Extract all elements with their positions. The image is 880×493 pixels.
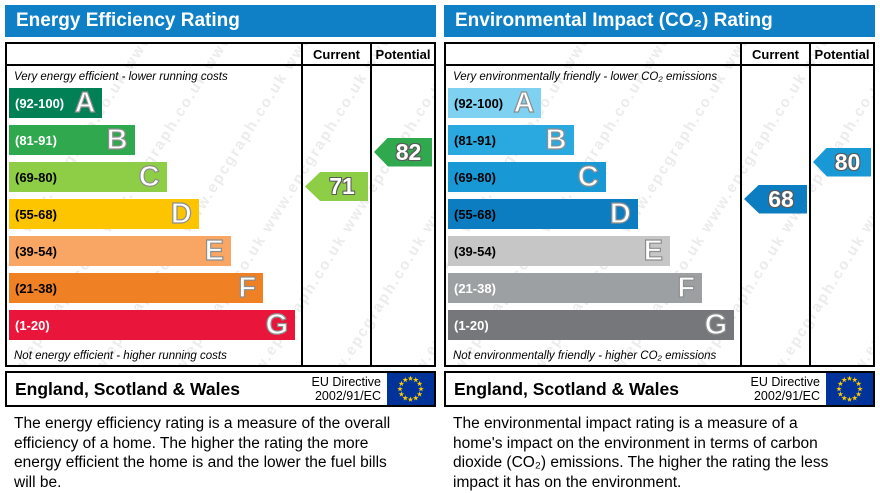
band-row-d: (55-68) D <box>9 197 301 230</box>
band-row-g: (1-20) G <box>448 308 740 341</box>
band-letter: C <box>577 160 599 193</box>
band-row-f: (21-38) F <box>448 271 740 304</box>
band-range-label: (69-80) <box>454 169 496 185</box>
band-bar: (55-68) D <box>448 197 638 230</box>
bottom-caption: Not energy efficient - higher running co… <box>14 350 227 362</box>
current-column: 68 <box>740 66 809 365</box>
band-range-label: (1-20) <box>454 317 489 333</box>
band-letter: E <box>643 234 664 267</box>
panel-description: The environmental impact rating is a mea… <box>453 415 829 491</box>
band-bar: (69-80) C <box>9 160 167 193</box>
band-row-f: (21-38) F <box>9 271 301 304</box>
band-row-c: (69-80) C <box>9 160 301 193</box>
region-footer: England, Scotland & Wales EU Directive 2… <box>444 371 875 407</box>
band-row-c: (69-80) C <box>448 160 740 193</box>
band-range-label: (69-80) <box>15 169 57 185</box>
band-letter: F <box>238 271 257 304</box>
band-letter: G <box>265 308 289 341</box>
panel-title: Energy Efficiency Rating <box>5 5 436 37</box>
band-letter: F <box>677 271 696 304</box>
potential-rating-arrow: 82 <box>374 137 432 167</box>
header-spacer <box>446 44 740 64</box>
potential-column-header: Potential <box>809 44 873 64</box>
band-range-label: (21-38) <box>15 280 57 296</box>
rating-table-header: Current Potential <box>446 44 873 66</box>
band-range-label: (55-68) <box>454 206 496 222</box>
band-letter: A <box>513 86 535 119</box>
energy-efficiency-panel: Energy Efficiency Rating www.epcgraph.co… <box>5 5 436 492</box>
band-bar: (92-100) A <box>9 86 103 119</box>
band-bar: (69-80) C <box>448 160 606 193</box>
current-rating-arrow: 71 <box>305 172 368 202</box>
potential-column-header: Potential <box>370 44 434 64</box>
band-rows: (92-100) A (81-91) B (69-80) C (55-68) D (39-54)… <box>448 86 740 341</box>
environmental-impact-panel: Environmental Impact (CO₂) Rating www.ep… <box>444 5 875 492</box>
band-range-label: (1-20) <box>15 317 50 333</box>
band-range-label: (21-38) <box>454 280 496 296</box>
current-column-header: Current <box>740 44 809 64</box>
band-letter: B <box>545 123 567 156</box>
rating-box: www.epcgraph.co.uk www.epcgraph.co.uk ww… <box>5 42 436 367</box>
band-letter: D <box>609 197 631 230</box>
band-bar: (21-38) F <box>9 271 264 304</box>
band-bar: (81-91) B <box>9 123 135 156</box>
region-label: England, Scotland & Wales <box>454 378 679 399</box>
panel-title: Environmental Impact (CO₂) Rating <box>444 5 875 37</box>
potential-rating-arrow: 80 <box>813 147 871 177</box>
eu-flag-icon <box>387 373 434 405</box>
band-row-d: (55-68) D <box>448 197 740 230</box>
band-letter: B <box>106 123 128 156</box>
rating-table-header: Current Potential <box>7 44 434 66</box>
band-letter: E <box>204 234 225 267</box>
eu-flag-icon <box>826 373 873 405</box>
band-letter: G <box>704 308 728 341</box>
eu-directive-label: EU Directive 2002/91/EC <box>750 375 820 403</box>
band-letter: A <box>74 86 96 119</box>
band-bar: (39-54) E <box>9 234 231 267</box>
band-letter: D <box>170 197 192 230</box>
band-range-label: (81-91) <box>15 132 57 148</box>
panel-description: The energy efficiency rating is a measur… <box>14 415 391 491</box>
band-bar: (21-38) F <box>448 271 703 304</box>
band-bar: (39-54) E <box>448 234 670 267</box>
bottom-caption: Not environmentally friendly - higher CO… <box>453 350 717 362</box>
potential-column: 80 <box>809 66 873 365</box>
rating-table-body: Very environmentally friendly - lower CO… <box>446 66 873 365</box>
band-range-label: (39-54) <box>454 243 496 259</box>
band-row-a: (92-100) A <box>448 86 740 119</box>
band-bar: (81-91) B <box>448 123 574 156</box>
top-caption: Very environmentally friendly - lower CO… <box>453 71 718 83</box>
rating-box: www.epcgraph.co.uk www.epcgraph.co.uk ww… <box>444 42 875 367</box>
rating-table-body: Very energy efficient - lower running co… <box>7 66 434 365</box>
region-footer: England, Scotland & Wales EU Directive 2… <box>5 371 436 407</box>
band-row-e: (39-54) E <box>448 234 740 267</box>
band-row-a: (92-100) A <box>9 86 301 119</box>
current-column: 71 <box>301 66 370 365</box>
band-row-b: (81-91) B <box>448 123 740 156</box>
eu-directive-label: EU Directive 2002/91/EC <box>311 375 381 403</box>
band-range-label: (39-54) <box>15 243 57 259</box>
band-row-g: (1-20) G <box>9 308 301 341</box>
band-bar: (92-100) A <box>448 86 542 119</box>
current-column-header: Current <box>301 44 370 64</box>
top-caption: Very energy efficient - lower running co… <box>14 71 228 83</box>
region-label: England, Scotland & Wales <box>15 378 240 399</box>
potential-column: 82 <box>370 66 434 365</box>
band-range-label: (55-68) <box>15 206 57 222</box>
bands-column: Very environmentally friendly - lower CO… <box>446 66 740 365</box>
band-row-e: (39-54) E <box>9 234 301 267</box>
band-range-label: (81-91) <box>454 132 496 148</box>
band-bar: (1-20) G <box>9 308 296 341</box>
band-rows: (92-100) A (81-91) B (69-80) C (55-68) D (39-54)… <box>9 86 301 341</box>
band-letter: C <box>138 160 160 193</box>
band-range-label: (92-100) <box>15 95 65 111</box>
band-row-b: (81-91) B <box>9 123 301 156</box>
header-spacer <box>7 44 301 64</box>
band-range-label: (92-100) <box>454 95 504 111</box>
current-rating-arrow: 68 <box>744 184 807 214</box>
band-bar: (55-68) D <box>9 197 199 230</box>
band-bar: (1-20) G <box>448 308 735 341</box>
bands-column: Very energy efficient - lower running co… <box>7 66 301 365</box>
